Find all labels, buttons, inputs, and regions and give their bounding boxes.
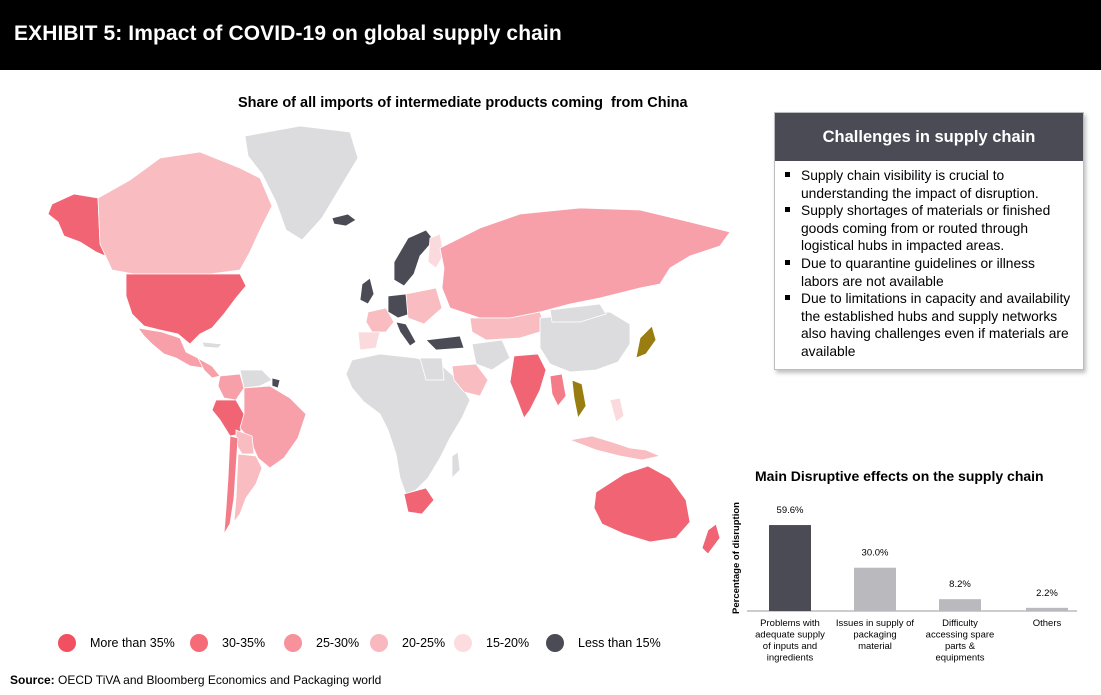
- usa-region: [125, 273, 247, 345]
- iceland-region: [331, 213, 357, 227]
- bar-chart: Percentage of disruption 59.6% Problems wi…: [731, 502, 1077, 664]
- canada-region: [97, 151, 273, 275]
- venezuela-region: [239, 369, 273, 389]
- turkey-region: [425, 335, 465, 351]
- exhibit-title: EXHIBIT 5: Impact of COVID-19 on global …: [14, 22, 562, 45]
- argentina-region: [233, 453, 263, 524]
- brazil-region: [239, 385, 307, 469]
- legend-label: Less than 15%: [578, 636, 661, 650]
- category-label: Others: [1033, 618, 1062, 629]
- russia-region: [439, 207, 731, 319]
- legend-swatch-icon: [284, 634, 302, 652]
- header-bar: EXHIBIT 5: Impact of COVID-19 on global …: [0, 0, 1101, 70]
- legend-label: More than 35%: [90, 636, 175, 650]
- legend-label: 30-35%: [222, 636, 266, 650]
- bullet-icon: [785, 259, 790, 265]
- bullet-icon: [785, 172, 790, 177]
- caribbean-region: [201, 341, 223, 349]
- chart-title: Main Disruptive effects on the supply ch…: [755, 468, 1044, 484]
- chile-region: [223, 435, 239, 535]
- challenge-item: Due to quarantine guidelines or illness …: [785, 255, 1075, 290]
- myanmar-region: [549, 373, 567, 407]
- alaska-region: [47, 193, 112, 259]
- legend-swatch-icon: [190, 634, 208, 652]
- japan-region: [635, 325, 657, 359]
- legend-swatch-icon: [546, 634, 564, 652]
- vietnam-region: [571, 379, 587, 420]
- source-note: Source: OECD TiVA and Bloomberg Economic…: [10, 673, 381, 687]
- bar: [1026, 607, 1068, 611]
- legend-swatch-icon: [454, 634, 472, 652]
- germany-region: [387, 293, 411, 319]
- bullet-icon: [785, 207, 790, 213]
- south-africa-region: [403, 487, 435, 515]
- bullet-icon: [785, 295, 790, 301]
- spain-region: [357, 331, 381, 351]
- bar: [854, 567, 896, 611]
- greenland-region: [244, 125, 359, 241]
- challenge-item: Supply shortages of materials or finishe…: [785, 202, 1075, 255]
- france-region: [365, 307, 395, 333]
- source-text: OECD TiVA and Bloomberg Economics and Pa…: [54, 673, 382, 687]
- india-region: [509, 353, 547, 419]
- bar-value-label: 8.2%: [949, 579, 971, 590]
- bar-value-label: 30.0%: [862, 548, 889, 559]
- challenge-item: Supply chain visibility is crucial to un…: [785, 167, 1075, 202]
- central-america-region: [197, 356, 221, 379]
- legend-label: 25-30%: [316, 636, 360, 650]
- world-map: [47, 125, 731, 555]
- challenges-title: Challenges in supply chain: [775, 113, 1083, 161]
- legend-label: 15-20%: [486, 636, 530, 650]
- challenges-list: Supply chain visibility is crucial to un…: [775, 161, 1083, 361]
- italy-region: [395, 321, 417, 347]
- uk-region: [359, 277, 375, 305]
- africa-region: [345, 353, 471, 495]
- philippines-region: [609, 397, 625, 423]
- norway-sweden-region: [393, 229, 435, 287]
- legend-label: 20-25%: [402, 636, 446, 650]
- challenge-item: Due to limitations in capacity and avail…: [785, 290, 1075, 360]
- challenges-panel: Challenges in supply chain Supply chain …: [774, 112, 1084, 370]
- mongolia-region: [549, 303, 607, 323]
- map-title: Share of all imports of intermediate pro…: [238, 95, 688, 111]
- legend-swatch-icon: [370, 634, 388, 652]
- australia-region: [593, 465, 691, 543]
- y-axis-label: Percentage of disruption: [731, 502, 742, 614]
- kazakhstan-region: [469, 311, 547, 341]
- guyana-region: [271, 377, 281, 389]
- bar-value-label: 2.2%: [1036, 588, 1058, 599]
- bar-value-label: 59.6%: [777, 505, 804, 516]
- mexico-region: [137, 327, 205, 369]
- indonesia-region: [568, 435, 662, 461]
- bar: [769, 525, 811, 611]
- madagascar-region: [451, 451, 461, 479]
- category-label: Difficulty accessing spare parts & equipmen…: [926, 618, 995, 664]
- category-label: Issues in supply of packaging material: [836, 618, 915, 652]
- eastern-europe-region: [405, 287, 443, 325]
- legend-swatch-icon: [58, 634, 76, 652]
- category-label: Problems with adequate supply of inputs an…: [755, 618, 825, 664]
- iran-region: [471, 339, 511, 371]
- egypt-region: [419, 357, 445, 381]
- bar: [939, 599, 981, 611]
- finland-region: [427, 233, 445, 269]
- new-zealand-region: [701, 523, 721, 555]
- colombia-region: [217, 373, 245, 401]
- peru-region: [211, 399, 245, 437]
- source-label: Source:: [10, 673, 55, 687]
